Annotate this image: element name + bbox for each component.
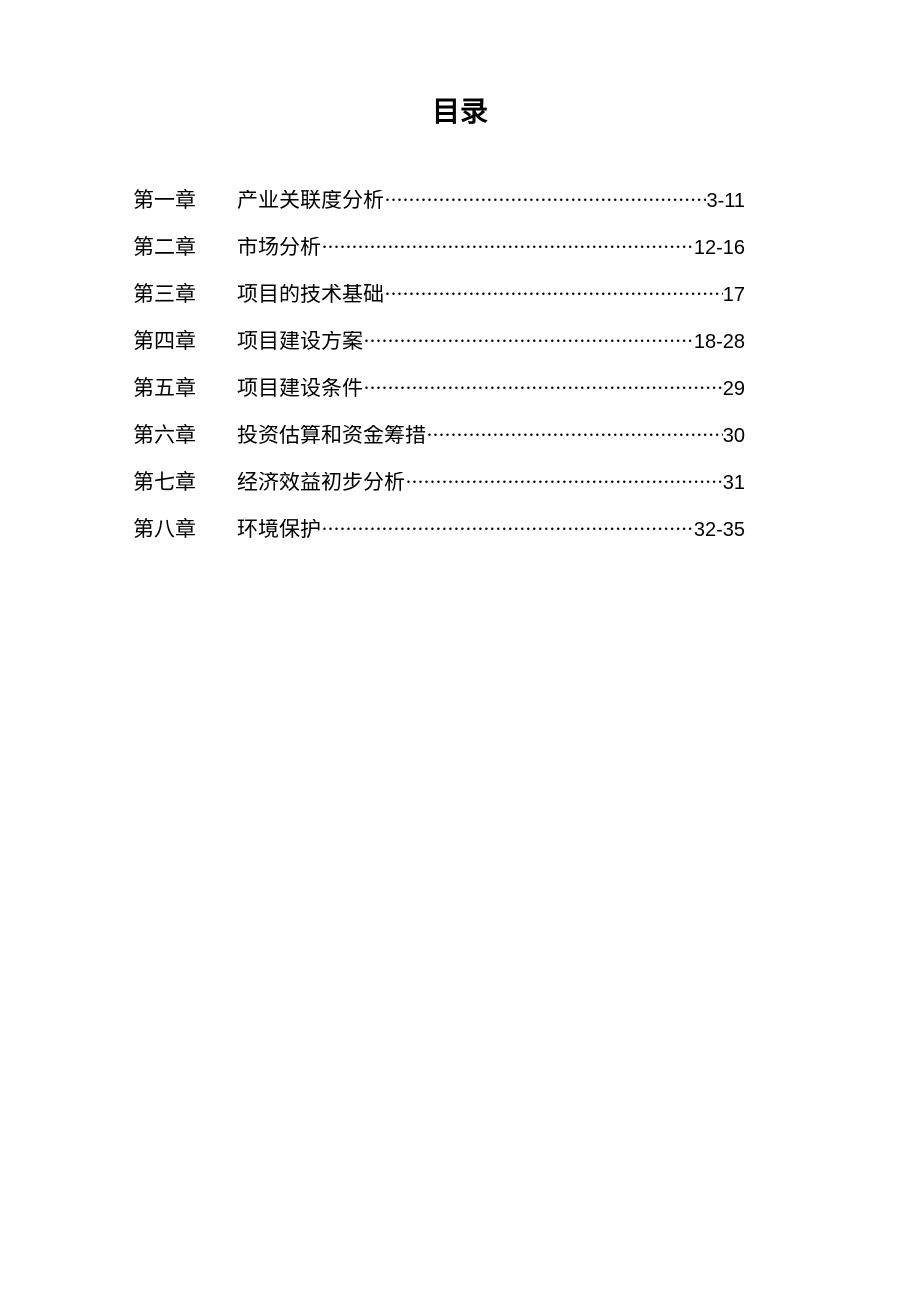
toc-page-number: 3-11 bbox=[706, 191, 745, 211]
toc-row: 第二章 市场分析 12-16 bbox=[133, 237, 745, 258]
toc-entry-name: 环境保护 bbox=[237, 519, 321, 540]
toc-page-number: 31 bbox=[723, 473, 745, 493]
toc-row: 第六章 投资估算和资金筹措 30 bbox=[133, 425, 745, 446]
toc-chapter-label: 第七章 bbox=[133, 472, 237, 493]
toc-entry-content: 产业关联度分析 3-11 bbox=[237, 190, 745, 211]
toc-entry-name: 项目的技术基础 bbox=[237, 284, 384, 305]
toc-entry-name: 投资估算和资金筹措 bbox=[237, 425, 426, 446]
toc-leader-dots bbox=[405, 472, 723, 493]
toc-row: 第八章 环境保护 32-35 bbox=[133, 519, 745, 540]
toc-leader-dots bbox=[321, 519, 694, 540]
toc-entry-name: 项目建设方案 bbox=[237, 331, 363, 352]
toc-row: 第三章 项目的技术基础 17 bbox=[133, 284, 745, 305]
toc-chapter-label: 第五章 bbox=[133, 378, 237, 399]
toc-leader-dots bbox=[363, 331, 694, 352]
toc-entry-content: 项目建设方案 18-28 bbox=[237, 331, 745, 352]
toc-leader-dots bbox=[384, 190, 706, 211]
toc-entry-content: 环境保护 32-35 bbox=[237, 519, 745, 540]
toc-entry-name: 项目建设条件 bbox=[237, 378, 363, 399]
toc-entry-content: 投资估算和资金筹措 30 bbox=[237, 425, 745, 446]
toc-container: 第一章 产业关联度分析 3-11 第二章 市场分析 12-16 第三章 项目的技… bbox=[0, 190, 920, 540]
toc-row: 第五章 项目建设条件 29 bbox=[133, 378, 745, 399]
toc-leader-dots bbox=[426, 425, 723, 446]
toc-page-number: 32-35 bbox=[694, 520, 745, 540]
toc-row: 第四章 项目建设方案 18-28 bbox=[133, 331, 745, 352]
toc-entry-name: 市场分析 bbox=[237, 237, 321, 258]
toc-entry-content: 经济效益初步分析 31 bbox=[237, 472, 745, 493]
toc-page-number: 17 bbox=[723, 285, 745, 305]
page-title: 目录 bbox=[0, 90, 920, 130]
toc-leader-dots bbox=[321, 237, 694, 258]
toc-chapter-label: 第一章 bbox=[133, 190, 237, 211]
toc-leader-dots bbox=[384, 284, 723, 305]
toc-entry-name: 经济效益初步分析 bbox=[237, 472, 405, 493]
toc-entry-content: 项目建设条件 29 bbox=[237, 378, 745, 399]
toc-leader-dots bbox=[363, 378, 723, 399]
toc-chapter-label: 第八章 bbox=[133, 519, 237, 540]
toc-page-number: 18-28 bbox=[694, 332, 745, 352]
toc-chapter-label: 第四章 bbox=[133, 331, 237, 352]
toc-entry-content: 项目的技术基础 17 bbox=[237, 284, 745, 305]
toc-chapter-label: 第三章 bbox=[133, 284, 237, 305]
toc-page-number: 29 bbox=[723, 379, 745, 399]
toc-row: 第七章 经济效益初步分析 31 bbox=[133, 472, 745, 493]
toc-row: 第一章 产业关联度分析 3-11 bbox=[133, 190, 745, 211]
toc-page-number: 30 bbox=[723, 426, 745, 446]
toc-page-number: 12-16 bbox=[694, 238, 745, 258]
toc-entry-content: 市场分析 12-16 bbox=[237, 237, 745, 258]
toc-chapter-label: 第六章 bbox=[133, 425, 237, 446]
toc-chapter-label: 第二章 bbox=[133, 237, 237, 258]
toc-entry-name: 产业关联度分析 bbox=[237, 190, 384, 211]
